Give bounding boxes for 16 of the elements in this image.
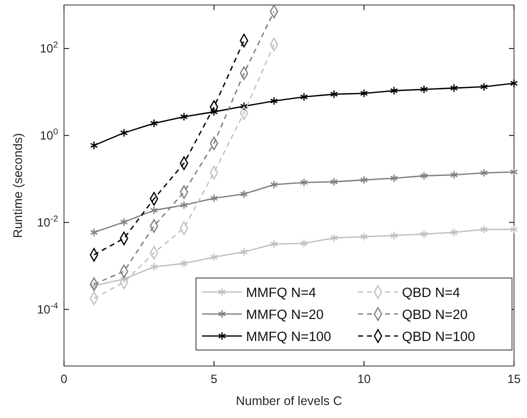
legend-label: MMFQ N=20 [246, 307, 324, 322]
legend-label: QBD N=4 [402, 285, 461, 300]
y-axis-title: Runtime (seconds) [11, 133, 25, 238]
y-tick-label: 10$^{2}$ [40, 39, 58, 56]
x-tick-label: 0 [60, 372, 68, 386]
y-tick-label: 10$^{-2}$ [36, 213, 58, 230]
x-axis-title: Number of levels C [236, 394, 342, 408]
legend-label: QBD N=100 [402, 329, 476, 344]
y-tick-label: 10$^{-4}$ [36, 300, 58, 316]
y-tick-label: 10$^{0}$ [40, 126, 58, 142]
x-tick-label: 15 [507, 372, 521, 386]
legend-label: MMFQ N=100 [246, 329, 332, 344]
legend-label: QBD N=20 [402, 307, 468, 322]
x-tick-label: 5 [210, 372, 218, 386]
x-tick-label: 10 [357, 372, 371, 386]
legend-label: MMFQ N=4 [246, 285, 317, 300]
